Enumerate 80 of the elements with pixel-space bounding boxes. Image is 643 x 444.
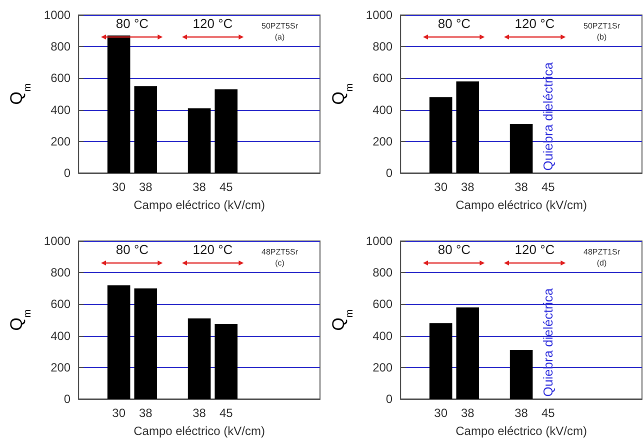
y-tick-label: 1000	[366, 8, 393, 22]
annotation: 80 °C	[438, 242, 471, 257]
y-tick-label: 0	[386, 392, 393, 406]
y-tick-label: 800	[50, 40, 71, 54]
y-tick-label: 800	[372, 266, 393, 280]
annotation: 80 °C	[116, 16, 149, 31]
x-tick-label: 45	[219, 180, 234, 194]
x-tick-label: 30	[434, 406, 448, 420]
x-tick-label: 38	[138, 180, 153, 194]
x-tick-label: 38	[514, 406, 528, 420]
x-tick-label: 38	[460, 406, 475, 420]
x-tick-label: 30	[112, 406, 126, 420]
x-axis-title: Campo eléctrico (kV/cm)	[134, 198, 265, 212]
y-tick-label: 1000	[366, 234, 393, 248]
x-tick-label: 45	[541, 180, 556, 194]
annotation: 120 °C	[192, 242, 233, 257]
y-tick-label: 400	[372, 328, 393, 343]
y-tick-label: 200	[372, 134, 393, 148]
x-tick-label: 38	[192, 180, 206, 194]
y-tick-label: 0	[64, 392, 71, 406]
annotation: (c)	[275, 258, 285, 268]
bar	[188, 108, 211, 173]
bar	[214, 324, 238, 399]
y-tick-label: 0	[386, 166, 393, 180]
annotation: 48PZT5Sr	[262, 248, 298, 256]
y-tick-label: 200	[50, 134, 71, 148]
annotation: 80 °C	[116, 242, 149, 257]
bar	[134, 288, 158, 399]
annotation: Quiebra dieléctrica	[540, 288, 556, 397]
y-tick-label: 600	[372, 297, 393, 312]
annotation: 120 °C	[192, 16, 233, 31]
annotation: (b)	[596, 32, 607, 42]
x-tick-label: 38	[192, 406, 206, 420]
bar	[456, 307, 480, 399]
bar	[510, 124, 533, 173]
x-tick-label: 45	[219, 406, 234, 420]
x-axis-title: Campo eléctrico (kV/cm)	[456, 198, 587, 212]
y-tick-label: 600	[50, 71, 71, 86]
annotation: (d)	[596, 258, 607, 268]
annotation: 120 °C	[514, 242, 555, 257]
x-tick-label: 38	[460, 180, 475, 194]
y-tick-label: 0	[64, 166, 71, 180]
y-tick-label: 600	[372, 71, 393, 86]
y-tick-label: 1000	[44, 234, 71, 248]
y-tick-label: 600	[50, 297, 71, 312]
bar	[134, 86, 158, 173]
y-tick-label: 400	[50, 102, 71, 117]
bar	[107, 36, 130, 173]
y-tick-label: 200	[50, 360, 71, 374]
y-axis-title: Qm	[329, 83, 356, 105]
bar	[214, 89, 238, 173]
bar	[107, 285, 130, 399]
bar	[188, 318, 211, 399]
x-tick-label: 38	[138, 406, 153, 420]
y-tick-label: 200	[372, 360, 393, 374]
bar	[510, 350, 533, 399]
x-axis-title: Campo eléctrico (kV/cm)	[456, 424, 587, 438]
bar	[429, 97, 452, 173]
y-axis-title: Qm	[7, 83, 34, 105]
annotation: (a)	[274, 32, 285, 42]
x-axis-title: Campo eléctrico (kV/cm)	[134, 424, 265, 438]
x-tick-label: 30	[112, 180, 126, 194]
x-tick-label: 38	[514, 180, 528, 194]
y-tick-label: 800	[50, 266, 71, 280]
y-tick-label: 400	[50, 328, 71, 343]
y-tick-label: 400	[372, 102, 393, 117]
y-axis-title: Qm	[329, 309, 356, 331]
annotation: 50PZT1Sr	[584, 22, 620, 30]
bar	[456, 81, 480, 173]
annotation: Quiebra dieléctrica	[540, 62, 556, 171]
x-tick-label: 45	[541, 406, 556, 420]
x-tick-label: 30	[434, 180, 448, 194]
y-axis-title: Qm	[7, 309, 34, 331]
annotation: 80 °C	[438, 16, 471, 31]
annotation: 50PZT5Sr	[262, 22, 298, 30]
annotation: 120 °C	[514, 16, 555, 31]
annotation: 48PZT1Sr	[584, 248, 620, 256]
y-tick-label: 1000	[44, 8, 71, 22]
y-tick-label: 800	[372, 40, 393, 54]
bar	[429, 323, 452, 399]
